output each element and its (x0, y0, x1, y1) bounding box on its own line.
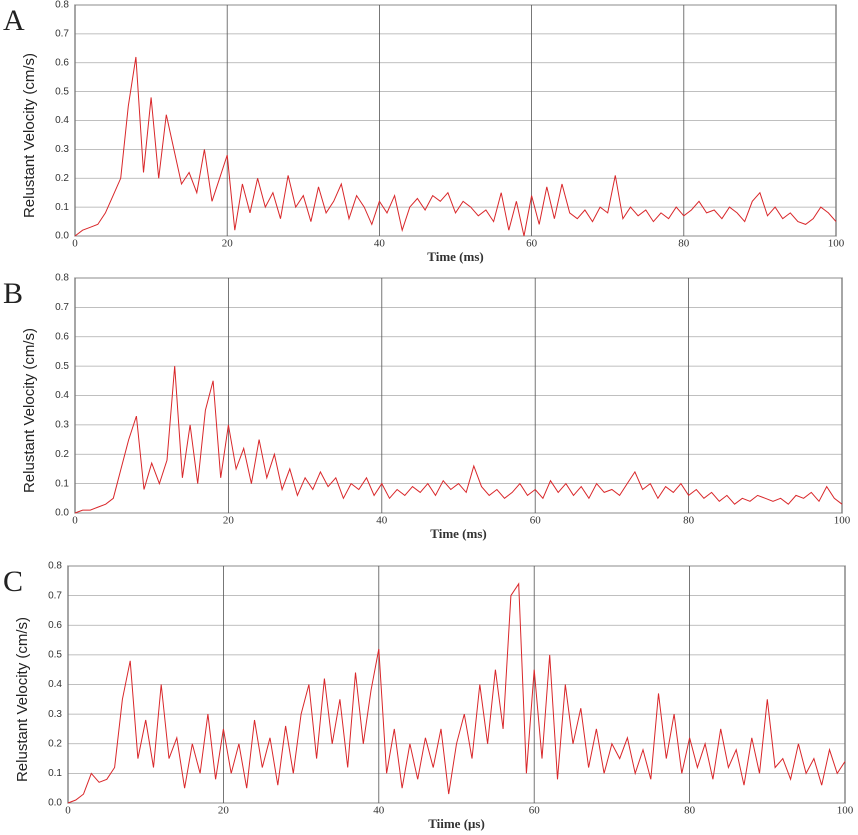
y-axis-label: Relustant Velocity (cm/s) (21, 53, 38, 218)
y-tick-label: 0.6 (48, 620, 62, 631)
y-tick-label: 0.5 (55, 361, 69, 372)
velocity-line (74, 366, 843, 514)
panel-label: C (3, 565, 23, 598)
y-tick-label: 0.2 (55, 173, 69, 184)
x-tick-label: 40 (374, 238, 386, 250)
y-tick-label: 0.4 (55, 390, 69, 401)
y-tick-label: 0.6 (55, 57, 69, 68)
y-tick-label: 0.7 (55, 302, 69, 313)
x-axis-label: Time (ms) (430, 526, 486, 541)
x-tick-label: 80 (678, 238, 690, 250)
y-axis-label: Relustant Velocity (cm/s) (21, 328, 38, 493)
y-tick-label: 0.0 (48, 798, 62, 809)
panel-label: B (3, 277, 23, 310)
x-tick-label: 40 (373, 805, 385, 817)
y-tick-label: 0.5 (48, 650, 62, 661)
y-tick-label: 0.0 (55, 508, 69, 519)
x-tick-label: 0 (65, 805, 71, 817)
x-tick-label: 0 (72, 515, 78, 527)
y-tick-label: 0.2 (48, 738, 62, 749)
x-tick-label: 20 (218, 805, 230, 817)
y-tick-label: 0.1 (48, 768, 62, 779)
velocity-line (67, 582, 846, 804)
y-axis-label: Relustant Velocity (cm/s) (14, 617, 31, 782)
x-tick-label: 20 (222, 238, 234, 250)
y-tick-label: 0.2 (55, 449, 69, 460)
y-tick-label: 0.1 (55, 202, 69, 213)
y-tick-label: 0.4 (55, 115, 69, 126)
y-tick-label: 0.3 (48, 709, 62, 720)
velocity-line (74, 56, 837, 237)
x-tick-label: 60 (529, 805, 541, 817)
y-tick-label: 0.8 (55, 0, 69, 11)
y-tick-label: 0.6 (55, 331, 69, 342)
x-tick-label: 80 (684, 805, 696, 817)
y-tick-label: 0.7 (55, 29, 69, 40)
y-tick-label: 0.1 (55, 478, 69, 489)
x-tick-label: 0 (72, 238, 78, 250)
x-tick-label: 20 (223, 515, 235, 527)
x-tick-label: 40 (376, 515, 388, 527)
x-tick-label: 60 (526, 238, 538, 250)
x-tick-label: 100 (834, 515, 851, 527)
y-tick-label: 0.5 (55, 86, 69, 97)
x-tick-label: 80 (683, 515, 695, 527)
x-axis-label: Tiime (μs) (428, 816, 485, 831)
x-tick-label: 60 (530, 515, 542, 527)
y-tick-label: 0.4 (48, 679, 62, 690)
y-tick-label: 0.8 (48, 561, 62, 572)
panel-label: A (3, 4, 25, 37)
x-tick-label: 100 (837, 805, 854, 817)
y-tick-label: 0.3 (55, 420, 69, 431)
y-tick-label: 0.7 (48, 590, 62, 601)
x-tick-label: 100 (828, 238, 845, 250)
y-tick-label: 0.0 (55, 231, 69, 242)
y-tick-label: 0.3 (55, 144, 69, 155)
x-axis-label: Time (ms) (427, 249, 483, 264)
y-tick-label: 0.8 (55, 273, 69, 284)
